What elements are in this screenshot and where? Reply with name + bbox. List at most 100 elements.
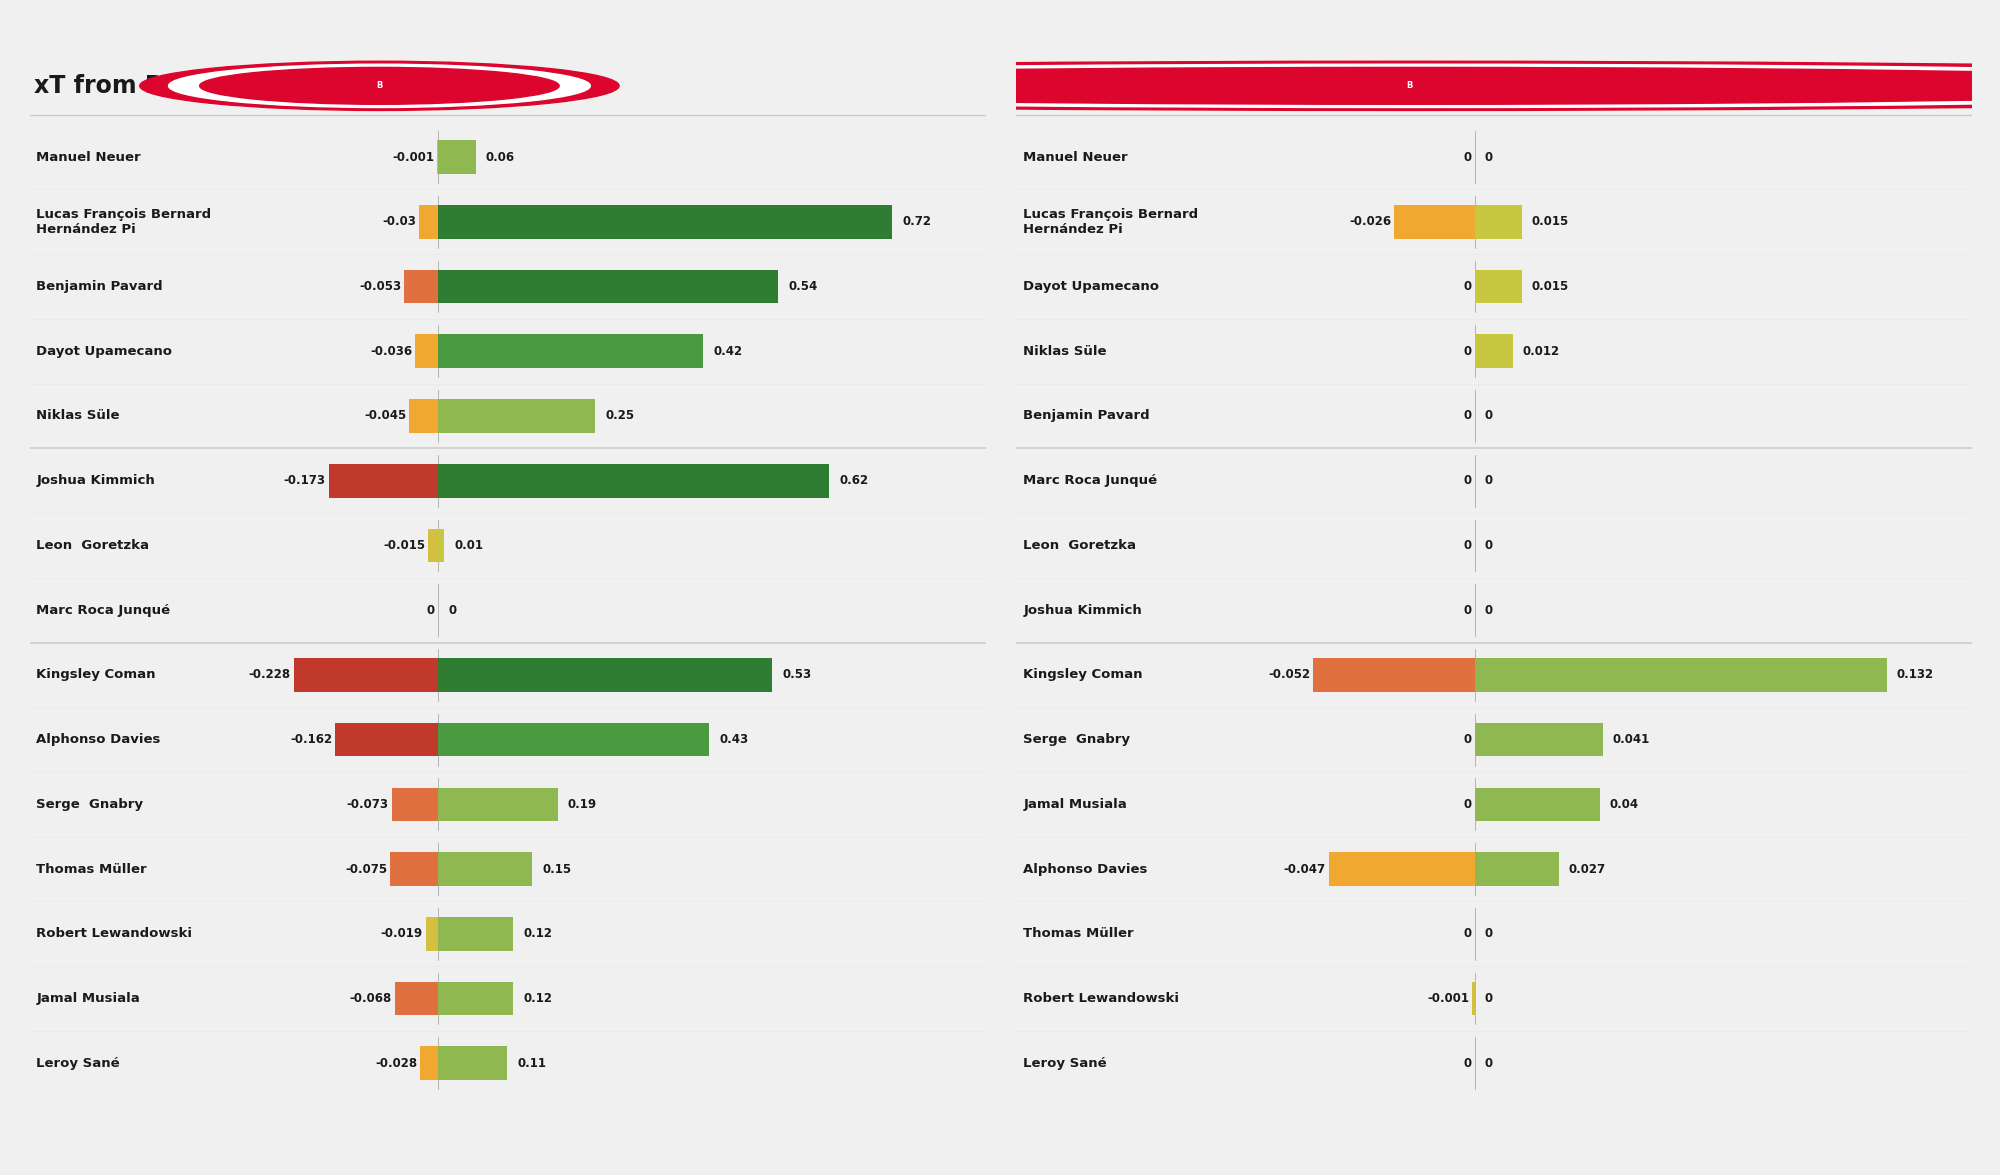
Bar xyxy=(1476,852,1560,886)
Text: 0: 0 xyxy=(1484,409,1492,423)
Text: -0.047: -0.047 xyxy=(1284,862,1326,875)
Bar xyxy=(438,464,828,497)
Text: 0.012: 0.012 xyxy=(1522,344,1560,357)
Circle shape xyxy=(140,61,620,110)
Bar xyxy=(414,335,438,368)
Bar xyxy=(404,270,438,303)
Text: Kingsley Coman: Kingsley Coman xyxy=(36,669,156,682)
Text: 0: 0 xyxy=(448,604,456,617)
Bar xyxy=(1476,204,1522,239)
Text: xT from Passes: xT from Passes xyxy=(34,74,236,98)
Text: Benjamin Pavard: Benjamin Pavard xyxy=(1024,409,1150,423)
Bar xyxy=(418,204,438,239)
Text: 0: 0 xyxy=(1464,539,1472,552)
Text: Lucas François Bernard
Hernández Pi: Lucas François Bernard Hernández Pi xyxy=(36,208,212,236)
Text: -0.019: -0.019 xyxy=(380,927,422,940)
Bar xyxy=(394,981,438,1015)
Text: -0.001: -0.001 xyxy=(1426,992,1468,1005)
Circle shape xyxy=(200,67,560,105)
Text: Manuel Neuer: Manuel Neuer xyxy=(36,150,142,163)
Text: 0: 0 xyxy=(1464,150,1472,163)
Bar xyxy=(438,270,778,303)
Text: Jamal Musiala: Jamal Musiala xyxy=(36,992,140,1005)
Text: 0.72: 0.72 xyxy=(902,215,932,228)
Text: -0.036: -0.036 xyxy=(370,344,412,357)
Text: Alphonso Davies: Alphonso Davies xyxy=(1024,862,1148,875)
Bar xyxy=(392,787,438,821)
Text: 0.01: 0.01 xyxy=(454,539,484,552)
Text: -0.053: -0.053 xyxy=(360,280,402,293)
Bar xyxy=(1476,723,1604,757)
Text: Dayot Upamecano: Dayot Upamecano xyxy=(36,344,172,357)
Text: -0.228: -0.228 xyxy=(248,669,290,682)
Text: -0.073: -0.073 xyxy=(346,798,388,811)
Text: 0: 0 xyxy=(1464,475,1472,488)
Text: Niklas Süle: Niklas Süle xyxy=(36,409,120,423)
Bar xyxy=(438,335,702,368)
Bar xyxy=(294,658,438,692)
Bar xyxy=(1476,270,1522,303)
Text: Thomas Müller: Thomas Müller xyxy=(1024,927,1134,940)
Bar xyxy=(1472,981,1476,1015)
Text: Lucas François Bernard
Hernández Pi: Lucas François Bernard Hernández Pi xyxy=(1024,208,1198,236)
Text: 0.04: 0.04 xyxy=(1610,798,1638,811)
Text: 0: 0 xyxy=(426,604,434,617)
Text: Robert Lewandowski: Robert Lewandowski xyxy=(36,927,192,940)
Text: Jamal Musiala: Jamal Musiala xyxy=(1024,798,1126,811)
Circle shape xyxy=(368,65,2000,107)
Bar xyxy=(1394,204,1476,239)
Text: 0: 0 xyxy=(1464,798,1472,811)
Text: Marc Roca Junqué: Marc Roca Junqué xyxy=(1024,475,1158,488)
Text: 0.53: 0.53 xyxy=(782,669,812,682)
Bar xyxy=(438,787,558,821)
Text: -0.026: -0.026 xyxy=(1348,215,1392,228)
Text: 0.19: 0.19 xyxy=(568,798,598,811)
Text: 0: 0 xyxy=(1484,150,1492,163)
Text: Kingsley Coman: Kingsley Coman xyxy=(1024,669,1142,682)
Bar xyxy=(426,916,438,951)
Text: -0.162: -0.162 xyxy=(290,733,332,746)
Bar xyxy=(428,529,438,563)
Bar xyxy=(410,400,438,432)
Text: 0.12: 0.12 xyxy=(524,992,552,1005)
Circle shape xyxy=(168,65,590,107)
Text: 0: 0 xyxy=(1484,539,1492,552)
Text: Thomas Müller: Thomas Müller xyxy=(36,862,148,875)
Bar xyxy=(438,852,532,886)
Text: Leroy Sané: Leroy Sané xyxy=(1024,1056,1106,1069)
Text: -0.045: -0.045 xyxy=(364,409,406,423)
Text: -0.028: -0.028 xyxy=(374,1056,418,1069)
Text: Benjamin Pavard: Benjamin Pavard xyxy=(36,280,164,293)
Text: 0.43: 0.43 xyxy=(720,733,748,746)
Text: -0.068: -0.068 xyxy=(350,992,392,1005)
Text: 0: 0 xyxy=(1464,280,1472,293)
Bar xyxy=(438,529,444,563)
Text: Serge  Gnabry: Serge Gnabry xyxy=(36,798,144,811)
Text: -0.173: -0.173 xyxy=(284,475,326,488)
Bar xyxy=(1476,658,1886,692)
Text: 0.42: 0.42 xyxy=(714,344,742,357)
Bar xyxy=(438,204,892,239)
Bar xyxy=(438,658,772,692)
Text: Leroy Sané: Leroy Sané xyxy=(36,1056,120,1069)
Bar xyxy=(438,140,476,174)
Bar xyxy=(420,1047,438,1080)
Text: 0.15: 0.15 xyxy=(542,862,572,875)
Text: Marc Roca Junqué: Marc Roca Junqué xyxy=(36,604,170,617)
Text: 0.12: 0.12 xyxy=(524,927,552,940)
Text: 0: 0 xyxy=(1464,1056,1472,1069)
Bar xyxy=(1476,335,1512,368)
Bar xyxy=(1314,658,1476,692)
Bar xyxy=(1328,852,1476,886)
Bar xyxy=(390,852,438,886)
Text: 0: 0 xyxy=(1464,733,1472,746)
Circle shape xyxy=(522,67,2000,105)
Text: Robert Lewandowski: Robert Lewandowski xyxy=(1024,992,1180,1005)
Text: -0.015: -0.015 xyxy=(384,539,426,552)
Text: Alphonso Davies: Alphonso Davies xyxy=(36,733,160,746)
Text: -0.03: -0.03 xyxy=(382,215,416,228)
Bar xyxy=(336,723,438,757)
Bar xyxy=(328,464,438,497)
Text: Joshua Kimmich: Joshua Kimmich xyxy=(36,475,156,488)
Text: Leon  Goretzka: Leon Goretzka xyxy=(36,539,150,552)
